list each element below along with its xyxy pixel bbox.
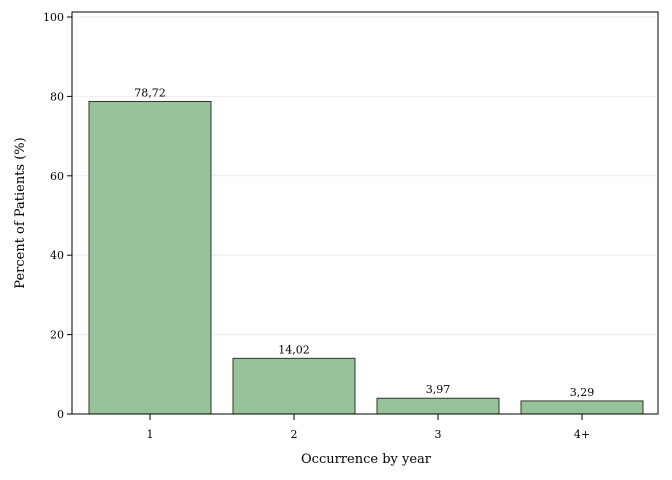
bar-2 [232,357,356,415]
bar-layer [88,100,644,415]
axis-layer: 0 20 40 60 80 100 1 2 3 4+ [43,11,590,441]
y-tick-label: 60 [50,170,64,183]
bar-4 [520,400,644,415]
y-tick-label: 40 [50,249,64,262]
x-tick-label: 2 [291,428,298,441]
plot-frame [71,11,659,415]
y-axis-title: Percent of Patients (%) [13,137,28,288]
x-tick-label: 3 [435,428,442,441]
bar-3 [376,397,500,415]
x-tick-label: 4+ [574,428,590,441]
data-label-layer: 78,72 14,02 3,97 3,29 [134,86,594,398]
data-label: 78,72 [134,86,166,99]
data-label: 14,02 [278,343,310,356]
x-axis-title: Occurrence by year [301,452,432,467]
y-tick-label: 100 [43,11,64,24]
data-label: 3,97 [426,383,451,396]
bar-1 [88,100,212,415]
y-tick-label: 80 [50,90,64,103]
x-tick-label: 1 [147,428,154,441]
y-tick-label: 20 [50,329,64,342]
data-label: 3,29 [570,386,595,399]
y-tick-label: 0 [57,408,64,421]
